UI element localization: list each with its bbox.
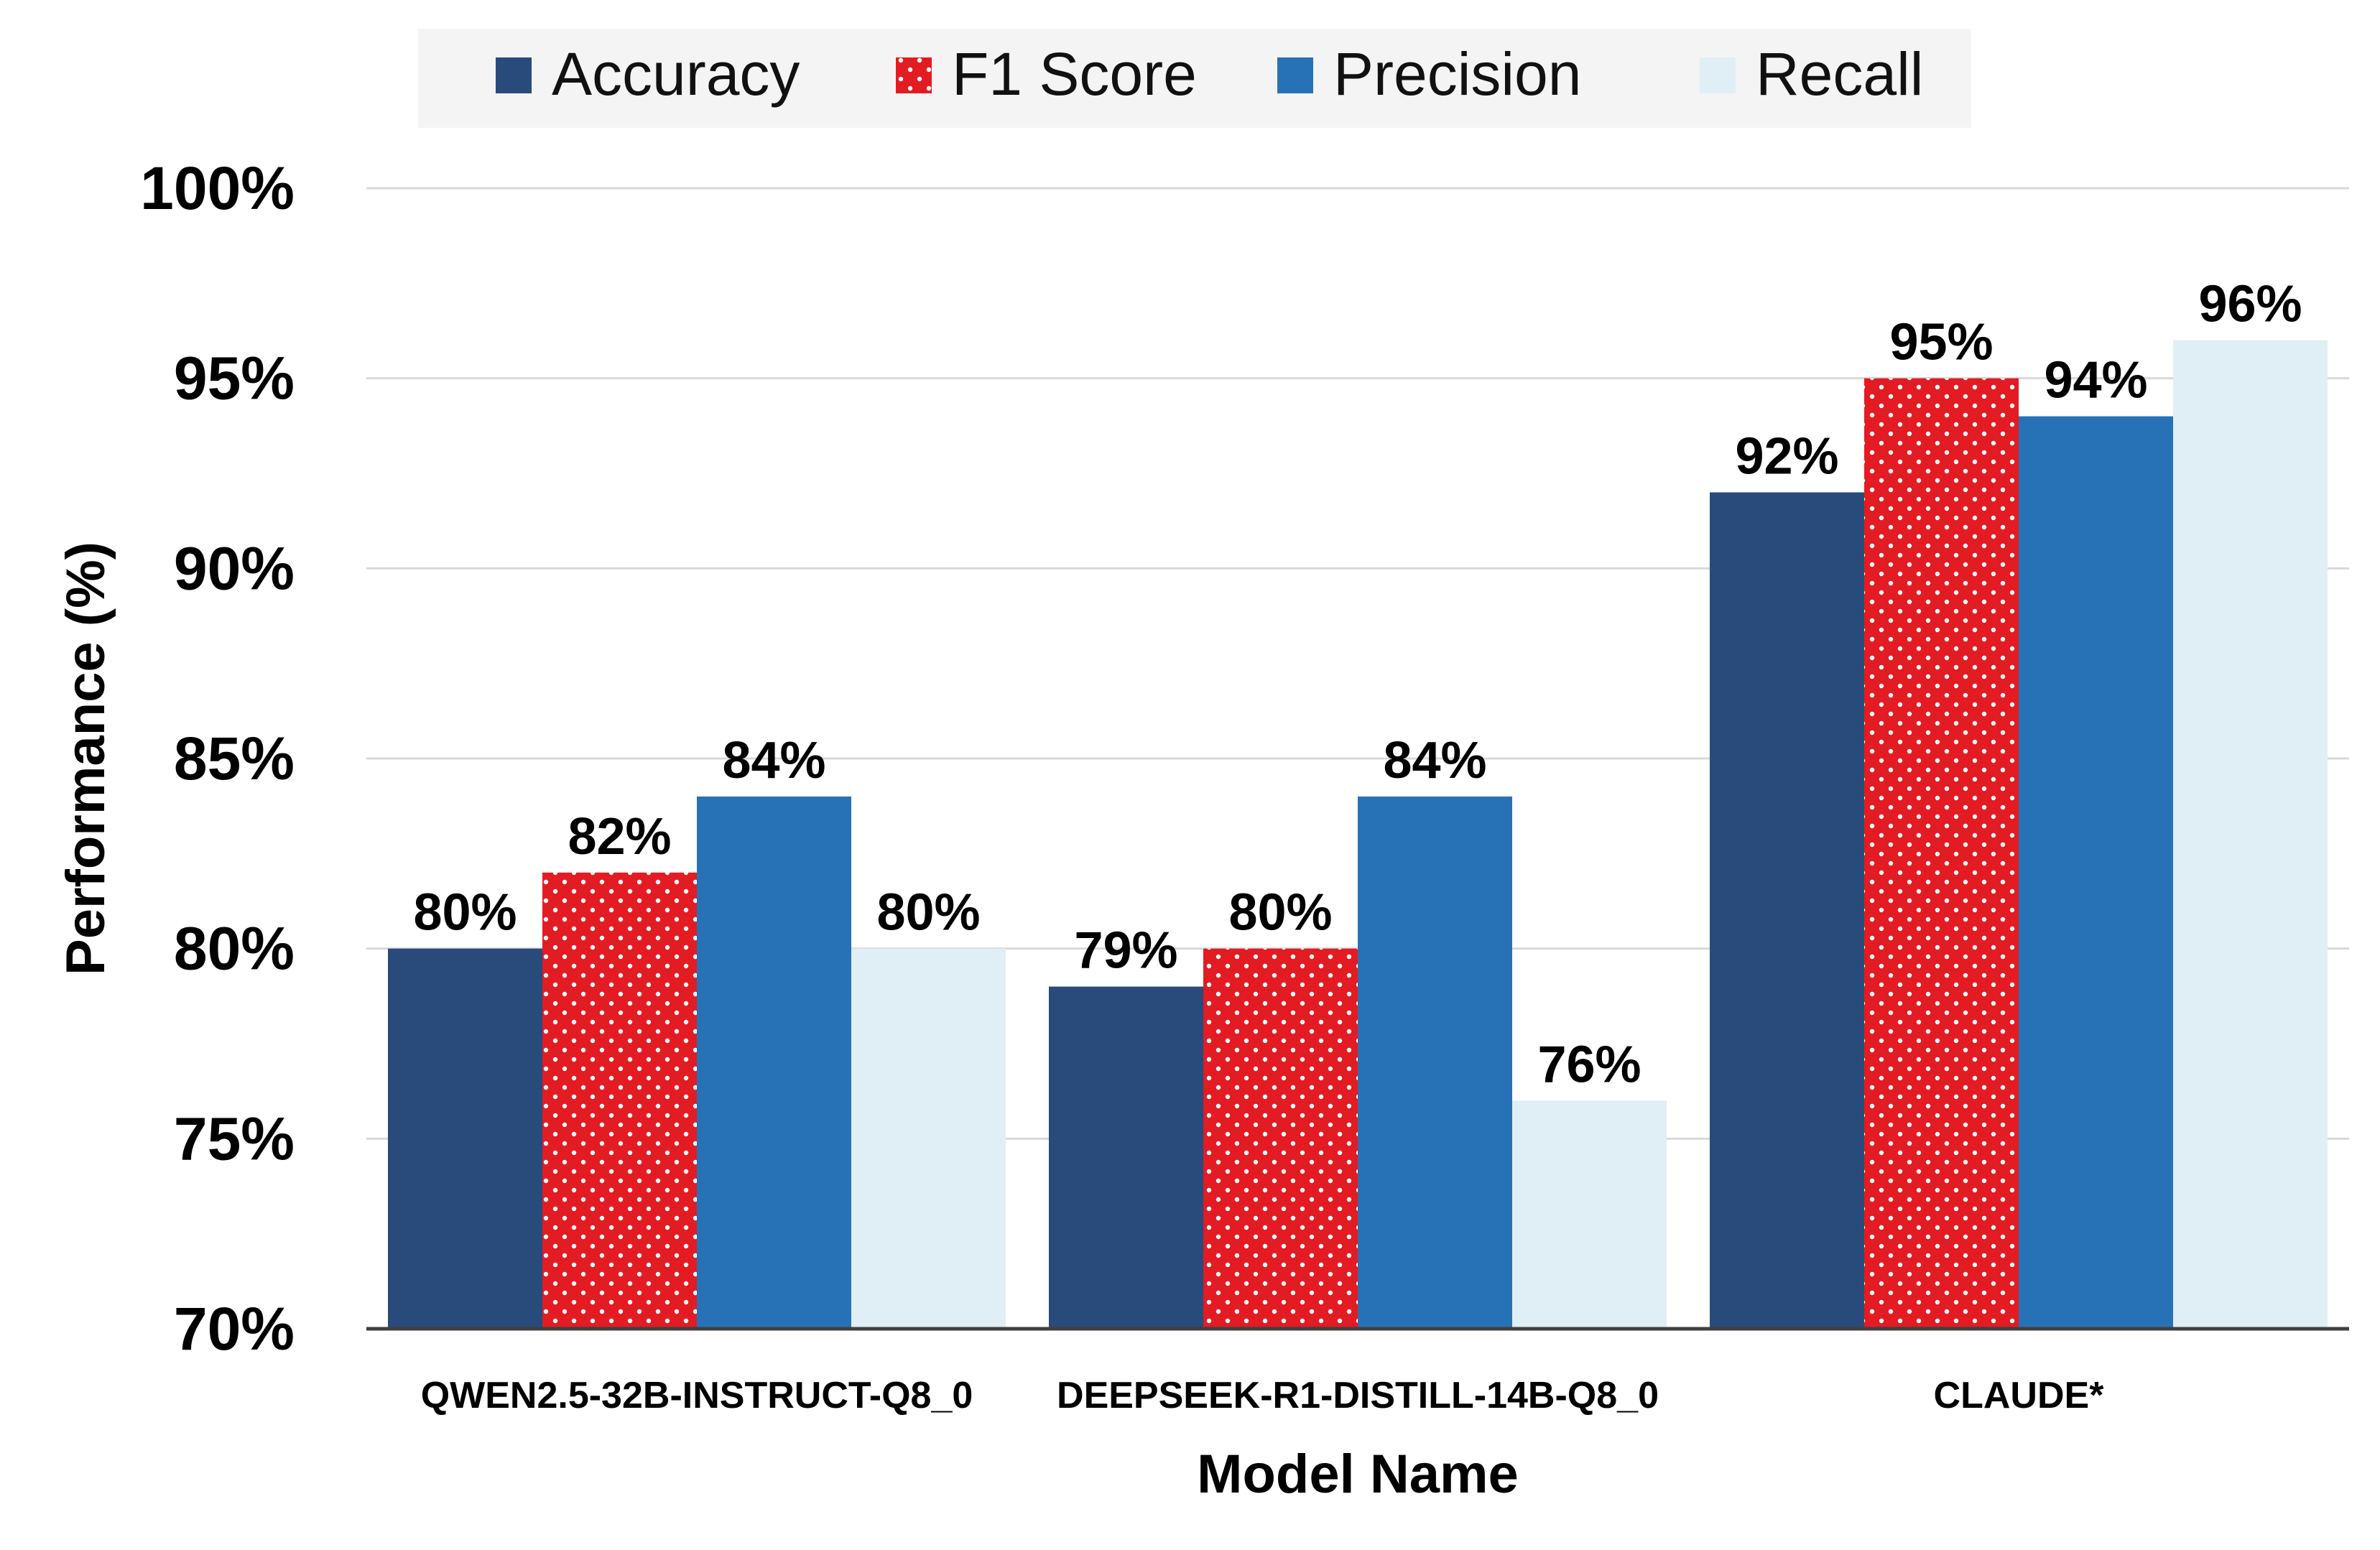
data-label-recall-claude: 96% <box>2198 276 2302 333</box>
y-tick-label-90: 90% <box>174 534 295 602</box>
y-tick-label-75: 75% <box>174 1105 295 1172</box>
data-label-recall-deepseek-r1-distill-14b-q8-0: 76% <box>1537 1036 1641 1093</box>
bar-precision-deepseek-r1-distill-14b-q8-0 <box>1358 796 1512 1329</box>
legend-label-recall: Recall <box>1756 40 1923 108</box>
data-label-accuracy-deepseek-r1-distill-14b-q8-0: 79% <box>1074 922 1177 980</box>
bar-precision-qwen2-5-32b-instruct-q8-0 <box>697 796 851 1329</box>
bar-recall-qwen2-5-32b-instruct-q8-0 <box>851 948 1006 1329</box>
bar-recall-deepseek-r1-distill-14b-q8-0 <box>1512 1100 1667 1329</box>
y-tick-label-85: 85% <box>174 725 295 792</box>
data-label-precision-claude: 94% <box>2044 352 2147 409</box>
y-tick-label-100: 100% <box>140 154 295 222</box>
bar-f1-score-deepseek-r1-distill-14b-q8-0 <box>1203 948 1358 1329</box>
data-label-accuracy-claude: 92% <box>1735 427 1838 485</box>
data-label-accuracy-qwen2-5-32b-instruct-q8-0: 80% <box>413 884 517 942</box>
x-tick-label-claude: CLAUDE* <box>1934 1375 2105 1416</box>
data-labels: 80% 82% 84% 80% 79% 80% 84% 76% 92% 95% 94% 96% <box>413 276 2302 1094</box>
legend-swatch-f1-score <box>896 57 932 93</box>
x-axis-title: Model Name <box>1197 1444 1519 1505</box>
data-label-f1-score-claude: 95% <box>1889 314 1993 371</box>
data-label-recall-qwen2-5-32b-instruct-q8-0: 80% <box>876 884 980 942</box>
bar-precision-claude <box>2019 416 2173 1329</box>
legend: Accuracy F1 Score Precision Recall <box>418 29 1971 128</box>
bar-recall-claude <box>2173 340 2328 1329</box>
bar-accuracy-deepseek-r1-distill-14b-q8-0 <box>1049 986 1203 1329</box>
x-tick-label-deepseek-r1-distill-14b-q8-0: DEEPSEEK-R1-DISTILL-14B-Q8_0 <box>1057 1375 1659 1416</box>
x-tick-label-qwen2-5-32b-instruct-q8-0: QWEN2.5-32B-INSTRUCT-Q8_0 <box>421 1375 973 1416</box>
legend-label-f1-score: F1 Score <box>952 40 1197 108</box>
legend-swatch-accuracy <box>496 57 532 93</box>
data-label-precision-qwen2-5-32b-instruct-q8-0: 84% <box>722 732 825 789</box>
axes: 70% 75% 80% 85% 90% 95% 100% QWEN2.5-32B-INSTRU… <box>55 154 2349 1505</box>
bar-f1-score-claude <box>1864 378 2019 1329</box>
bar-accuracy-qwen2-5-32b-instruct-q8-0 <box>388 948 542 1329</box>
data-label-f1-score-qwen2-5-32b-instruct-q8-0: 82% <box>568 808 671 866</box>
y-tick-label-70: 70% <box>174 1295 295 1363</box>
legend-label-precision: Precision <box>1333 40 1581 108</box>
legend-swatch-recall <box>1700 57 1736 93</box>
y-tick-label-80: 80% <box>174 915 295 983</box>
bars <box>388 340 2328 1329</box>
bar-accuracy-claude <box>1710 492 1864 1329</box>
y-tick-label-95: 95% <box>174 345 295 412</box>
y-axis-title: Performance (%) <box>55 542 116 975</box>
data-label-precision-deepseek-r1-distill-14b-q8-0: 84% <box>1383 732 1486 789</box>
data-label-f1-score-deepseek-r1-distill-14b-q8-0: 80% <box>1228 884 1332 942</box>
legend-swatch-precision <box>1277 57 1313 93</box>
bar-f1-score-qwen2-5-32b-instruct-q8-0 <box>542 872 697 1329</box>
legend-label-accuracy: Accuracy <box>552 40 800 108</box>
